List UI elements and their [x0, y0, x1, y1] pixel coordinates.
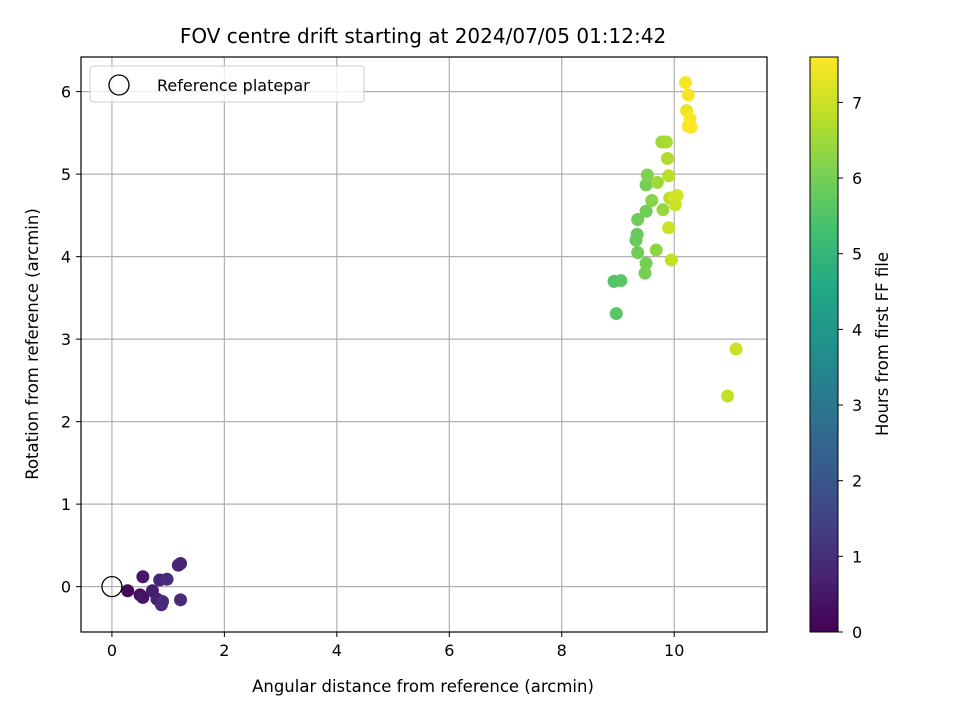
- data-point: [136, 570, 150, 584]
- legend-entry: Reference platepar: [157, 76, 310, 95]
- data-point: [639, 204, 653, 218]
- y-tick-label: 2: [61, 413, 71, 432]
- data-point: [174, 593, 188, 607]
- legend-marker-circle: [108, 74, 130, 96]
- y-tick-label: 3: [61, 330, 71, 349]
- data-point: [638, 266, 652, 280]
- data-point: [659, 135, 673, 149]
- x-axis-ticks: 0 2 4 6 8 10: [107, 632, 684, 660]
- data-point: [121, 584, 135, 598]
- chart-title: FOV centre drift starting at 2024/07/05 …: [180, 24, 666, 48]
- data-point: [662, 169, 676, 183]
- colorbar-tick-label: 1: [852, 547, 862, 566]
- colorbar-tick-label: 0: [852, 623, 862, 642]
- data-point: [678, 76, 692, 90]
- reference-marker: [101, 575, 123, 598]
- legend-box: [89, 65, 365, 103]
- data-point: [631, 246, 645, 260]
- data-point: [650, 175, 664, 189]
- data-point: [174, 557, 188, 571]
- data-point: [645, 194, 659, 208]
- colorbar-ticks: 0 1 2 3 4 5 6 7: [838, 93, 862, 642]
- x-tick-label: 4: [332, 641, 342, 660]
- x-tick-label: 10: [664, 641, 684, 660]
- scatter-points: [121, 76, 743, 612]
- data-point: [156, 594, 170, 608]
- colorbar-tick-label: 2: [852, 472, 862, 491]
- colorbar-gradient: [810, 57, 838, 632]
- y-tick-label: 1: [61, 495, 71, 514]
- y-tick-label: 4: [61, 248, 71, 267]
- colorbar-tick-label: 4: [852, 320, 862, 339]
- y-axis-label: Rotation from reference (arcmin): [23, 208, 42, 480]
- x-tick-label: 2: [219, 641, 229, 660]
- data-point: [614, 274, 628, 288]
- grid-lines: [81, 57, 767, 632]
- data-point: [639, 178, 653, 192]
- data-point: [640, 168, 654, 182]
- y-tick-label: 0: [61, 578, 71, 597]
- data-point: [136, 590, 150, 604]
- colorbar-label: Hours from first FF file: [873, 252, 892, 436]
- y-axis-ticks: 0 1 2 3 4 5 6: [61, 83, 81, 597]
- data-point: [662, 221, 676, 235]
- colorbar-frame: [809, 56, 839, 633]
- data-point: [721, 389, 735, 403]
- x-tick-label: 0: [107, 641, 117, 660]
- x-axis-label: Angular distance from reference (arcmin): [252, 677, 594, 696]
- legend: Reference platepar: [89, 65, 365, 103]
- x-tick-label: 6: [444, 641, 454, 660]
- colorbar: 0 1 2 3 4 5 6 7 Hours from first FF file: [809, 56, 892, 642]
- data-point: [649, 243, 663, 257]
- y-tick-label: 5: [61, 165, 71, 184]
- data-point: [609, 307, 623, 321]
- colorbar-tick-label: 3: [852, 396, 862, 415]
- data-point: [670, 189, 684, 203]
- data-point: [664, 253, 678, 267]
- data-point: [660, 151, 674, 165]
- data-point: [729, 342, 743, 356]
- colorbar-tick-label: 6: [852, 169, 862, 188]
- colorbar-tick-label: 5: [852, 245, 862, 264]
- data-point: [631, 213, 645, 227]
- data-point: [681, 88, 695, 102]
- data-point: [684, 120, 698, 134]
- plot-frame: [80, 56, 768, 633]
- data-point: [160, 572, 174, 586]
- reference-platepar-point: [101, 575, 123, 598]
- data-point: [656, 203, 670, 217]
- colorbar-tick-label: 7: [852, 93, 862, 112]
- data-point: [630, 227, 644, 241]
- y-tick-label: 6: [61, 83, 71, 102]
- x-tick-label: 8: [557, 641, 567, 660]
- data-point: [639, 256, 653, 270]
